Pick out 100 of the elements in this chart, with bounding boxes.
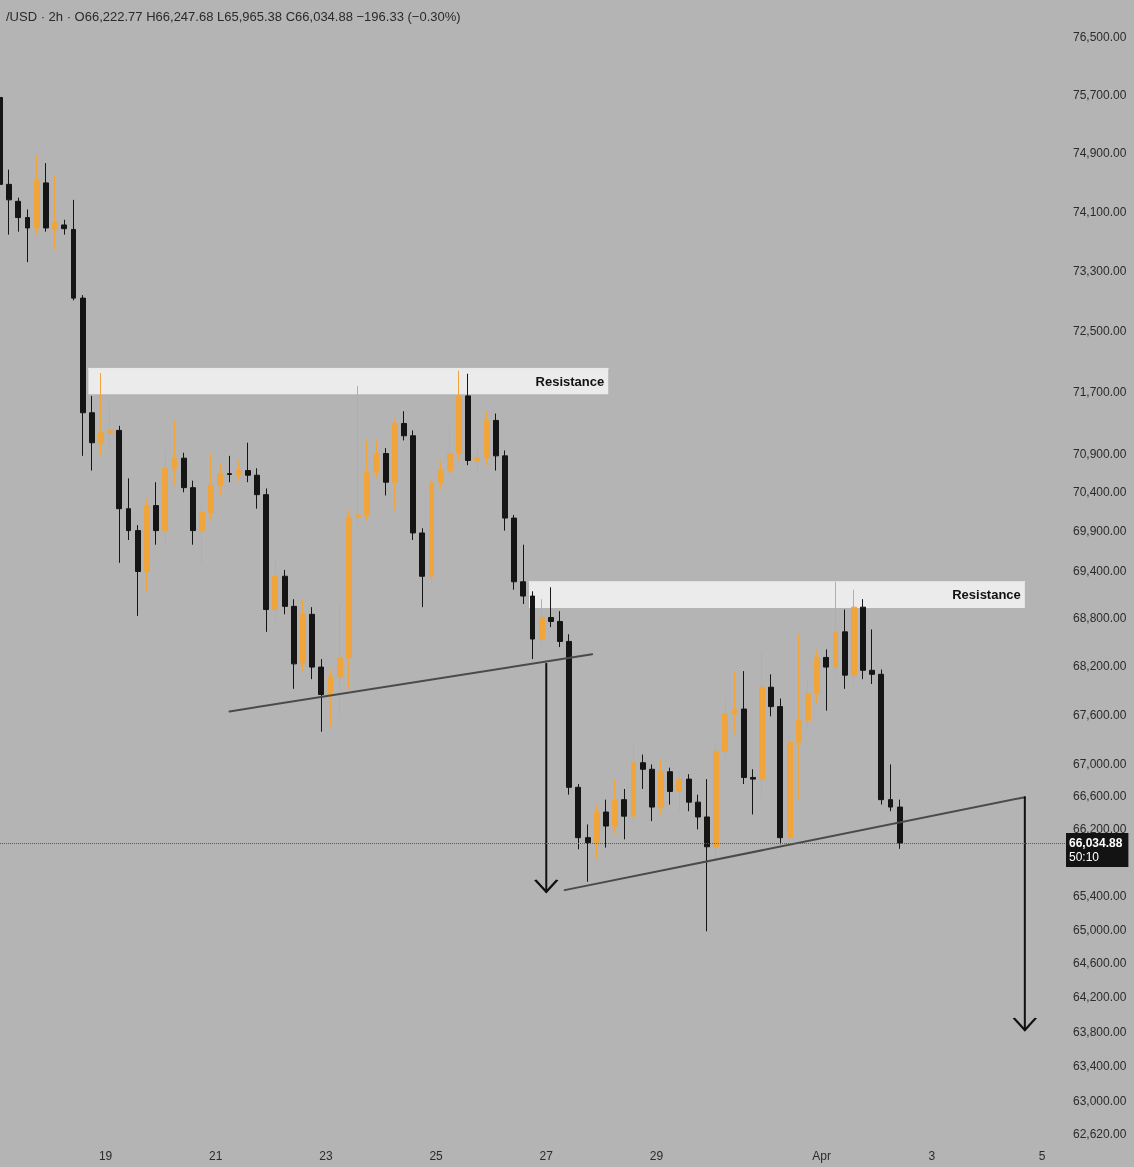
- candlestick: [548, 586, 554, 628]
- y-tick-label: 70,400.00: [1073, 485, 1127, 500]
- candlestick: [89, 395, 95, 472]
- candlestick: [787, 733, 793, 845]
- candlestick: [373, 439, 379, 479]
- candlestick: [456, 370, 462, 461]
- candlestick: [419, 527, 425, 608]
- candlestick: [621, 788, 627, 840]
- y-tick-label: 62,620.00: [1073, 1127, 1127, 1141]
- candlestick: [667, 767, 673, 806]
- candlestick: [823, 648, 829, 712]
- y-tick-label: 63,000.00: [1073, 1093, 1127, 1108]
- candlestick: [777, 698, 783, 845]
- candlestick: [144, 498, 150, 593]
- candlestick: [272, 559, 278, 625]
- y-tick-label: 71,700.00: [1073, 385, 1127, 400]
- candlestick: [759, 650, 765, 801]
- candlestick: [245, 442, 251, 483]
- candlestick: [814, 648, 820, 705]
- y-tick-label: 65,000.00: [1073, 922, 1127, 937]
- y-tick-label: 69,900.00: [1073, 524, 1127, 539]
- candlestick: [732, 670, 737, 735]
- candlestick: [805, 678, 811, 729]
- candlestick: [383, 447, 389, 496]
- candlestick: [530, 590, 535, 660]
- candlestick: [364, 438, 370, 521]
- candlestick: [640, 754, 646, 790]
- series-label: Resistance: [535, 373, 605, 389]
- candlestick: [263, 487, 269, 633]
- y-tick-label: 74,900.00: [1073, 145, 1127, 160]
- candlestick: [107, 400, 113, 447]
- candlestick: [750, 768, 756, 815]
- candlestick: [429, 477, 434, 585]
- y-tick-label: 70,900.00: [1073, 446, 1127, 461]
- candlestick: [172, 419, 177, 486]
- candlestick: [768, 673, 774, 717]
- candlestick: [181, 452, 187, 493]
- candlestick: [603, 799, 609, 849]
- candlestick: [851, 589, 857, 685]
- y-tick-label: 67,600.00: [1073, 707, 1127, 722]
- series-label: Resistance: [952, 587, 1021, 603]
- candlestick: [878, 669, 884, 806]
- candlestick: [686, 773, 692, 812]
- candlestick: [741, 670, 747, 785]
- candlestick: [447, 425, 453, 476]
- candlestick: [511, 514, 517, 591]
- y-tick-label: 67,000.00: [1073, 756, 1127, 771]
- candlestick: [254, 467, 260, 510]
- candlestick: [612, 778, 618, 835]
- chart-title: /USD · 2h · O66,222.77 H66,247.68 L65,965.38 C66,034.88 −196.33 (−0.30%): [6, 9, 461, 24]
- candlestick: [833, 581, 838, 675]
- y-tick-label: 65,400.00: [1073, 888, 1127, 903]
- y-tick-label: 63,800.00: [1073, 1024, 1127, 1039]
- candlestick: [34, 154, 40, 236]
- candlestick: [116, 425, 122, 564]
- candlestick: [282, 569, 288, 615]
- candlestick: [502, 449, 508, 532]
- candlestick: [594, 804, 600, 860]
- candlestick: [465, 373, 471, 466]
- x-tick-label: 25: [429, 1149, 444, 1163]
- candlestick: [309, 606, 315, 680]
- candlestick: [392, 418, 398, 511]
- y-tick-label: 64,200.00: [1073, 990, 1127, 1005]
- candlestick: [520, 544, 526, 605]
- candlestick: [291, 598, 297, 690]
- candlestick: [704, 778, 710, 932]
- y-tick-label: 68,800.00: [1073, 611, 1127, 626]
- x-tick-label: 23: [319, 1149, 333, 1163]
- candlestick: [649, 763, 655, 822]
- x-tick-label: 5: [1038, 1149, 1046, 1163]
- x-tick-label: 19: [98, 1149, 113, 1163]
- candlestick: [300, 598, 306, 672]
- candlestick: [190, 480, 196, 546]
- candlestick: [897, 799, 903, 850]
- candlestick: [6, 169, 12, 236]
- y-tick-label: 66,600.00: [1073, 789, 1127, 804]
- candlestick: [631, 743, 636, 825]
- x-tick-label: 27: [539, 1149, 554, 1163]
- candlestick: [208, 452, 214, 521]
- candlestick: [722, 698, 728, 760]
- candlestick: [162, 447, 168, 549]
- candlestick: [575, 783, 581, 850]
- candlestick: [337, 603, 343, 720]
- x-tick-label: 29: [649, 1149, 664, 1163]
- candlestick: [98, 372, 104, 457]
- candlestick: [355, 385, 361, 526]
- y-tick-label: 76,500.00: [1073, 30, 1127, 44]
- candlestick: [71, 199, 76, 301]
- candlestick: [61, 219, 67, 236]
- x-tick-label: 21: [209, 1149, 223, 1163]
- candlestick: [585, 823, 591, 883]
- x-tick-label: 3: [928, 1149, 936, 1163]
- candlestick: [658, 758, 664, 815]
- y-tick-label: 74,100.00: [1073, 204, 1127, 219]
- candlestick: [557, 610, 563, 648]
- y-tick-label: 72,500.00: [1073, 324, 1127, 339]
- y-tick-label: 73,300.00: [1073, 264, 1127, 279]
- y-tick-label: 63,400.00: [1073, 1059, 1127, 1074]
- candlestick: [227, 455, 232, 483]
- candlestick: [566, 633, 572, 796]
